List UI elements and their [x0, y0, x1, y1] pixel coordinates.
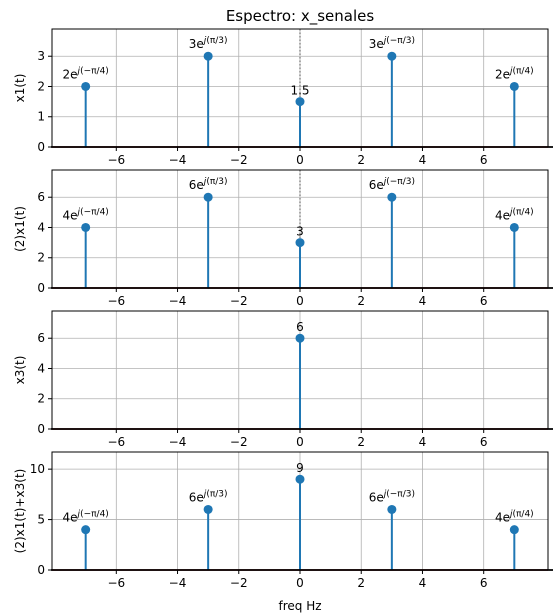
y-tick-label: 2 — [37, 251, 45, 265]
x-tick-label: −4 — [169, 153, 187, 167]
y-tick-label: 3 — [37, 49, 45, 63]
stem-marker — [203, 504, 213, 514]
x-tick-label: 2 — [357, 435, 365, 449]
stem-marker — [203, 192, 213, 202]
data-label: 6ej(−π/3) — [369, 489, 415, 504]
x-tick-label: 2 — [357, 576, 365, 590]
stem-marker — [509, 525, 519, 535]
x-tick-label: −6 — [107, 435, 125, 449]
y-axis-label: x1(t) — [13, 74, 27, 103]
x-tick-label: 0 — [296, 153, 304, 167]
x-tick-label: 4 — [419, 435, 427, 449]
y-tick-label: 0 — [37, 422, 45, 436]
stem-marker — [509, 222, 519, 232]
data-label: 1.5 — [290, 84, 309, 98]
x-tick-label: 6 — [480, 153, 488, 167]
data-label: 2ej(−π/4) — [63, 66, 109, 81]
stem-marker — [81, 222, 91, 232]
x-tick-label: −2 — [230, 435, 248, 449]
y-tick-label: 5 — [37, 513, 45, 527]
stem-marker — [295, 238, 305, 248]
y-tick-label: 2 — [37, 392, 45, 406]
data-label: 6ej(π/3) — [189, 177, 228, 192]
y-axis-label: (2)x1(t) — [13, 206, 27, 252]
y-tick-label: 6 — [37, 190, 45, 204]
stem-marker — [295, 333, 305, 343]
subplot-3: 6 0 2 4 6 −6 −4 −2 0 2 4 6 x3(t) — [13, 310, 553, 449]
y-tick-label: 4 — [37, 220, 45, 234]
data-label: 3ej(−π/3) — [369, 36, 415, 51]
data-label: 4ej(π/4) — [495, 207, 534, 222]
subplot-1: 2ej(−π/4) 3ej(π/3) 1.5 3ej(−π/3) 2ej(π/4) 0 1 2… — [13, 28, 553, 167]
y-tick-label: 4 — [37, 361, 45, 375]
y-axis-label: x3(t) — [13, 356, 27, 385]
data-label: 3ej(π/3) — [189, 36, 228, 51]
stem-marker — [387, 51, 397, 61]
x-tick-label: −6 — [107, 576, 125, 590]
x-tick-label: 0 — [296, 576, 304, 590]
data-label: 4ej(π/4) — [495, 510, 534, 525]
x-tick-label: −4 — [169, 576, 187, 590]
x-tick-label: 4 — [419, 153, 427, 167]
stem-marker — [509, 81, 519, 91]
y-tick-label: 6 — [37, 331, 45, 345]
data-label: 4ej(−π/4) — [63, 510, 109, 525]
stem-marker — [81, 81, 91, 91]
x-tick-label: −4 — [169, 294, 187, 308]
x-tick-label: −2 — [230, 576, 248, 590]
subplot-4: 4ej(−π/4) 6ej(π/3) 9 6ej(−π/3) 4ej(π/4) 0 5 10 −… — [13, 451, 553, 590]
x-tick-label: −4 — [169, 435, 187, 449]
y-tick-label: 0 — [37, 563, 45, 577]
y-tick-label: 10 — [30, 462, 45, 476]
data-label: 6 — [296, 320, 304, 334]
x-tick-label: −6 — [107, 294, 125, 308]
stem-marker — [295, 97, 305, 107]
stem-marker — [81, 525, 91, 535]
subplot-2: 4ej(−π/4) 6ej(π/3) 3 6ej(−π/3) 4ej(π/4) 0 2 4 6 −… — [13, 169, 553, 308]
data-label: 6ej(π/3) — [189, 489, 228, 504]
y-tick-label: 1 — [37, 110, 45, 124]
stem-marker — [387, 504, 397, 514]
x-tick-label: −6 — [107, 153, 125, 167]
x-tick-label: 2 — [357, 153, 365, 167]
data-label: 6ej(−π/3) — [369, 177, 415, 192]
data-label: 3 — [296, 225, 304, 239]
x-axis-label: freq Hz — [278, 599, 321, 613]
x-tick-label: 0 — [296, 294, 304, 308]
stem-marker — [295, 474, 305, 484]
x-tick-label: 4 — [419, 294, 427, 308]
data-label: 9 — [296, 461, 304, 475]
x-tick-label: −2 — [230, 294, 248, 308]
data-label: 4ej(−π/4) — [63, 207, 109, 222]
y-tick-label: 2 — [37, 79, 45, 93]
chart-title: Espectro: x_senales — [226, 7, 375, 26]
y-tick-label: 0 — [37, 281, 45, 295]
x-tick-label: 4 — [419, 576, 427, 590]
x-tick-label: 6 — [480, 435, 488, 449]
x-tick-label: 6 — [480, 294, 488, 308]
y-axis-label: (2)x1(t)+x3(t) — [13, 469, 27, 554]
x-tick-label: 6 — [480, 576, 488, 590]
stem-marker — [387, 192, 397, 202]
data-label: 2ej(π/4) — [495, 66, 534, 81]
y-tick-label: 0 — [37, 140, 45, 154]
x-tick-label: −2 — [230, 153, 248, 167]
stem-marker — [203, 51, 213, 61]
x-tick-label: 0 — [296, 435, 304, 449]
x-tick-label: 2 — [357, 294, 365, 308]
